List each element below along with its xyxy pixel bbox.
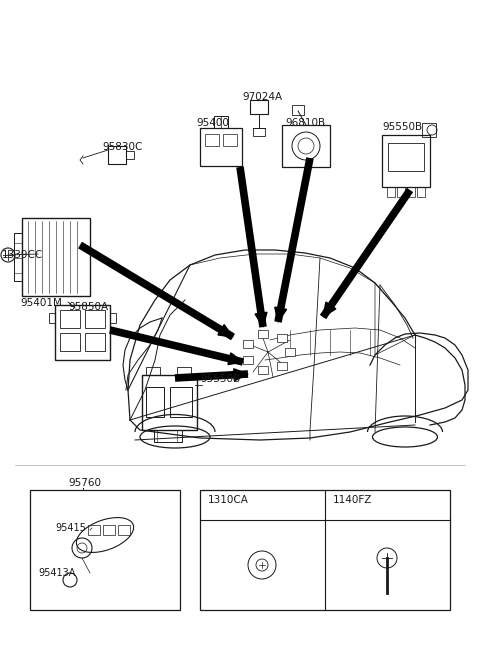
Bar bbox=[387, 187, 395, 197]
Text: 97024A: 97024A bbox=[242, 92, 282, 102]
Text: 95550B: 95550B bbox=[382, 122, 422, 132]
Text: 1339CC: 1339CC bbox=[2, 250, 43, 260]
Polygon shape bbox=[323, 302, 336, 317]
Text: 95550B: 95550B bbox=[200, 374, 240, 384]
Bar bbox=[22, 218, 90, 296]
Text: 95850A: 95850A bbox=[68, 302, 108, 312]
Bar bbox=[142, 375, 197, 430]
Bar bbox=[170, 387, 192, 417]
Bar bbox=[397, 187, 405, 197]
Text: 1310CA: 1310CA bbox=[208, 495, 249, 505]
Text: 95401M: 95401M bbox=[20, 298, 62, 308]
Bar bbox=[110, 313, 116, 323]
Polygon shape bbox=[255, 312, 267, 327]
Bar bbox=[118, 525, 130, 535]
Bar bbox=[126, 151, 134, 159]
Bar bbox=[282, 125, 330, 167]
Bar bbox=[258, 331, 268, 338]
Bar bbox=[108, 146, 126, 164]
Polygon shape bbox=[228, 353, 243, 365]
Bar bbox=[250, 100, 268, 114]
Bar bbox=[88, 525, 100, 535]
Bar bbox=[146, 387, 164, 417]
Text: 95760: 95760 bbox=[68, 478, 101, 488]
Bar bbox=[177, 367, 191, 375]
Bar bbox=[214, 116, 228, 128]
Bar bbox=[276, 334, 287, 342]
Bar bbox=[205, 134, 219, 146]
Bar bbox=[60, 310, 80, 328]
Text: 95830C: 95830C bbox=[102, 142, 143, 152]
Bar bbox=[14, 233, 22, 281]
Bar bbox=[154, 430, 182, 442]
Bar bbox=[49, 313, 55, 323]
Text: 96810B: 96810B bbox=[285, 118, 325, 128]
Bar bbox=[85, 333, 105, 351]
Bar bbox=[30, 490, 180, 610]
Bar bbox=[243, 356, 253, 364]
Text: 95400: 95400 bbox=[196, 118, 229, 128]
Text: 1140FZ: 1140FZ bbox=[333, 495, 372, 505]
Bar bbox=[285, 348, 295, 356]
Bar bbox=[55, 305, 110, 360]
Bar bbox=[223, 134, 237, 146]
Bar bbox=[200, 128, 242, 166]
Text: 95415: 95415 bbox=[55, 523, 86, 533]
Bar bbox=[258, 365, 268, 373]
Bar bbox=[407, 187, 415, 197]
Bar bbox=[243, 340, 253, 348]
Bar bbox=[292, 105, 304, 115]
Bar bbox=[103, 525, 115, 535]
Text: 95413A: 95413A bbox=[38, 568, 75, 578]
Bar bbox=[276, 362, 287, 370]
Bar bbox=[253, 128, 265, 136]
Bar bbox=[388, 143, 424, 171]
Polygon shape bbox=[234, 369, 248, 380]
Bar bbox=[422, 123, 436, 137]
Polygon shape bbox=[275, 307, 287, 322]
Polygon shape bbox=[218, 325, 233, 337]
Bar bbox=[60, 333, 80, 351]
Bar bbox=[85, 310, 105, 328]
Bar bbox=[382, 135, 430, 187]
Bar bbox=[200, 490, 450, 610]
Bar bbox=[146, 367, 160, 375]
Bar bbox=[417, 187, 425, 197]
